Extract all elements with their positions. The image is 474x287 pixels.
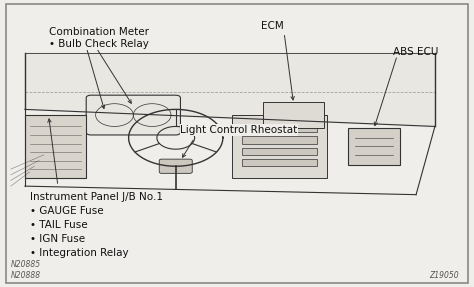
Bar bbox=[242, 125, 317, 132]
Text: Instrument Panel J/B No.1
• GAUGE Fuse
• TAIL Fuse
• IGN Fuse
• Integration Rela: Instrument Panel J/B No.1 • GAUGE Fuse •… bbox=[30, 192, 163, 258]
Bar bbox=[242, 148, 317, 155]
FancyBboxPatch shape bbox=[348, 128, 400, 165]
FancyBboxPatch shape bbox=[263, 102, 324, 128]
Text: N20888: N20888 bbox=[11, 271, 41, 280]
Text: ECM: ECM bbox=[261, 21, 284, 31]
FancyBboxPatch shape bbox=[25, 115, 86, 178]
Text: Z19050: Z19050 bbox=[429, 271, 458, 280]
FancyBboxPatch shape bbox=[86, 95, 181, 135]
Text: ABS ECU: ABS ECU bbox=[392, 47, 438, 57]
FancyBboxPatch shape bbox=[232, 115, 327, 178]
Text: Combination Meter
• Bulb Check Relay: Combination Meter • Bulb Check Relay bbox=[48, 27, 148, 49]
FancyBboxPatch shape bbox=[159, 159, 192, 173]
Bar bbox=[242, 136, 317, 144]
Text: N20885: N20885 bbox=[11, 259, 41, 269]
Bar bbox=[242, 159, 317, 166]
Text: Light Control Rheostat: Light Control Rheostat bbox=[181, 125, 298, 135]
